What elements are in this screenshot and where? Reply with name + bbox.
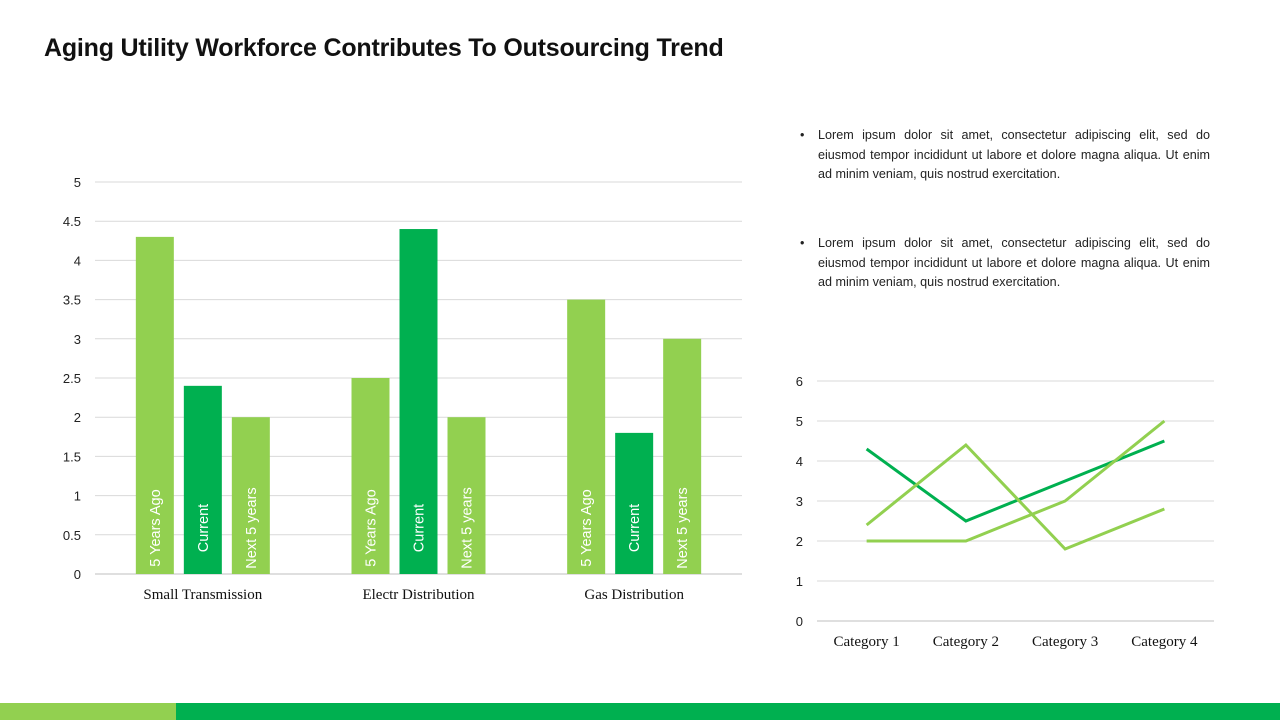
bar-label: Next 5 years bbox=[244, 487, 260, 568]
bar bbox=[183, 385, 222, 574]
bar-label: Next 5 years bbox=[675, 487, 691, 568]
y-tick-label: 3.5 bbox=[63, 293, 81, 308]
x-category-label: Category 2 bbox=[933, 634, 999, 650]
bar-label: Current bbox=[412, 504, 428, 552]
series-line bbox=[865, 442, 1165, 551]
y-tick-label: 4 bbox=[74, 253, 81, 268]
y-tick-label: 0 bbox=[74, 567, 81, 582]
y-tick-label: 1.5 bbox=[63, 449, 81, 464]
bar-label: 5 Years Ago bbox=[364, 489, 380, 566]
x-category-label: Category 1 bbox=[834, 634, 900, 650]
y-tick-label: 0.5 bbox=[63, 528, 81, 543]
bar-label: Next 5 years bbox=[460, 487, 476, 568]
y-tick-label: 0 bbox=[796, 614, 803, 629]
bar bbox=[399, 229, 438, 575]
bar bbox=[663, 338, 702, 574]
x-category-label: Gas Distribution bbox=[584, 587, 684, 603]
y-tick-label: 3 bbox=[796, 494, 803, 509]
footer-bar bbox=[176, 703, 1280, 720]
x-category-label: Category 4 bbox=[1131, 634, 1198, 650]
y-tick-label: 2 bbox=[74, 410, 81, 425]
y-tick-label: 1 bbox=[796, 574, 803, 589]
bullet-point-1: • Lorem ipsum dolor sit amet, consectetu… bbox=[800, 126, 1210, 186]
bullet-marker: • bbox=[800, 236, 805, 250]
slide-title: Aging Utility Workforce Contributes To O… bbox=[44, 34, 724, 62]
bar bbox=[447, 417, 486, 574]
series-line bbox=[865, 439, 1165, 523]
x-category-label: Electr Distribution bbox=[362, 587, 475, 603]
y-tick-label: 5 bbox=[74, 175, 81, 190]
bullet-marker: • bbox=[800, 128, 805, 142]
bar-label: Current bbox=[196, 504, 212, 552]
bullet-text: Lorem ipsum dolor sit amet, consectetur … bbox=[818, 236, 1210, 289]
bar bbox=[231, 417, 270, 574]
bar-label: 5 Years Ago bbox=[579, 489, 595, 566]
series-line bbox=[866, 419, 1166, 543]
y-tick-label: 6 bbox=[796, 374, 803, 389]
bullet-point-2: • Lorem ipsum dolor sit amet, consectetu… bbox=[800, 234, 1210, 294]
y-tick-label: 5 bbox=[796, 414, 803, 429]
x-category-label: Small Transmission bbox=[143, 587, 262, 603]
bar-label: 5 Years Ago bbox=[148, 489, 164, 566]
line-chart: 0 1 2 3 4 5 6 Category 1 Category 2 Category 3 Cat… bbox=[796, 374, 1214, 650]
bar bbox=[351, 378, 390, 574]
y-tick-label: 2.5 bbox=[63, 371, 81, 386]
bar bbox=[135, 236, 174, 574]
y-tick-label: 4 bbox=[796, 454, 803, 469]
y-tick-label: 2 bbox=[796, 534, 803, 549]
bar bbox=[615, 432, 654, 574]
y-tick-label: 1 bbox=[74, 489, 81, 504]
x-category-label: Category 3 bbox=[1032, 634, 1098, 650]
bullet-text: Lorem ipsum dolor sit amet, consectetur … bbox=[818, 128, 1210, 181]
bar-label: Current bbox=[627, 504, 643, 552]
footer-accent-bar bbox=[0, 703, 176, 720]
bar-chart: 0 0.5 1 1.5 2 2.5 3 3.5 4 4.5 5 5 Years Ago Current N… bbox=[63, 175, 742, 603]
y-tick-label: 4.5 bbox=[63, 214, 81, 229]
y-tick-label: 3 bbox=[74, 332, 81, 347]
bar bbox=[567, 299, 606, 574]
